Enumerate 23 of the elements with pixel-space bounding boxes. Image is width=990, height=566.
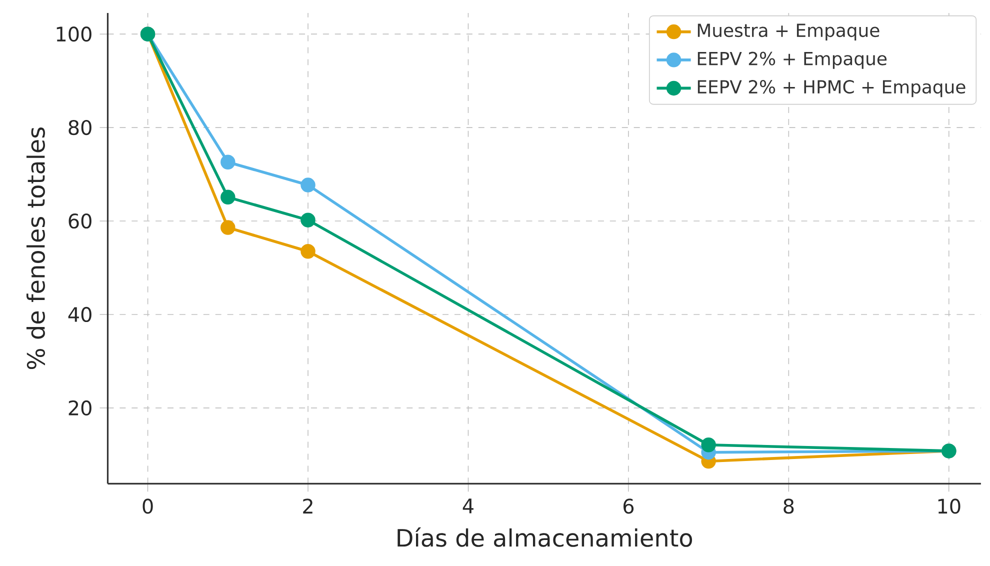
x-tick-label: 8 xyxy=(784,498,794,514)
point xyxy=(220,190,236,205)
x-tick-label: 6 xyxy=(624,498,634,514)
x-tick-label: 2 xyxy=(303,498,312,514)
x-axis-title: Días de almacenamiento xyxy=(398,527,692,547)
point xyxy=(300,212,316,228)
point xyxy=(300,244,316,259)
legend-label: EEPV 2% + HPMC + Empaque xyxy=(698,80,966,98)
legend-label: EEPV 2% + Empaque xyxy=(698,52,887,69)
y-tick-label: 20 xyxy=(68,400,92,416)
x-tick-label: 4 xyxy=(462,498,474,514)
legend-label: Muestra + Empaque xyxy=(698,24,880,41)
y-tick-label: 40 xyxy=(68,306,92,322)
point xyxy=(220,220,236,235)
point xyxy=(220,154,236,170)
x-tick-label: 10 xyxy=(938,498,960,514)
point xyxy=(701,438,716,452)
y-tick-label: 60 xyxy=(68,214,92,229)
y-tick-label: 100 xyxy=(56,26,92,42)
y-tick-label: 80 xyxy=(68,120,92,136)
point xyxy=(300,178,316,192)
y-axis-title: % de fenoles totales xyxy=(26,128,45,370)
x-tick-label: 0 xyxy=(142,498,153,514)
